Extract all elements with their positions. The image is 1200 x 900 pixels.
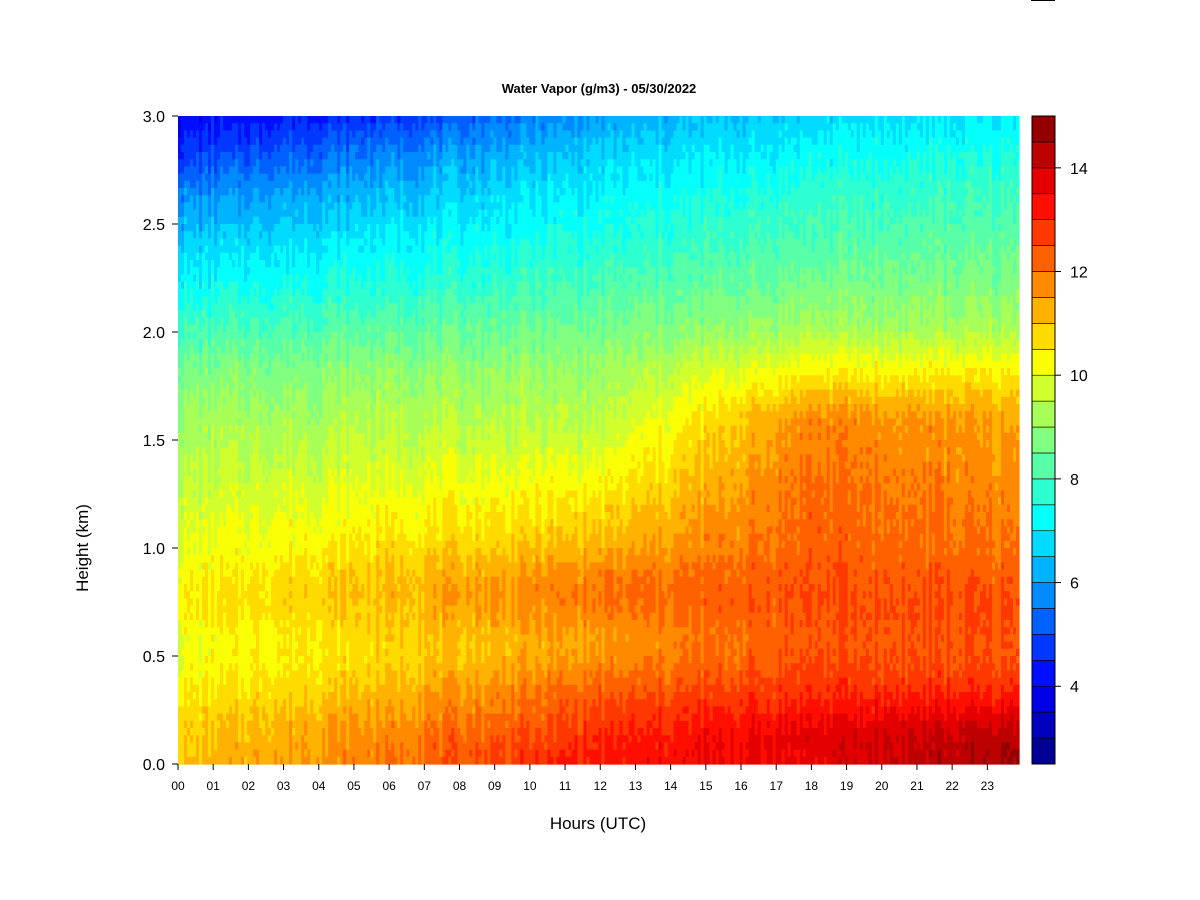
chart-title: Water Vapor (g/m3) - 05/30/2022 (502, 81, 697, 96)
plot-area (178, 116, 1020, 765)
